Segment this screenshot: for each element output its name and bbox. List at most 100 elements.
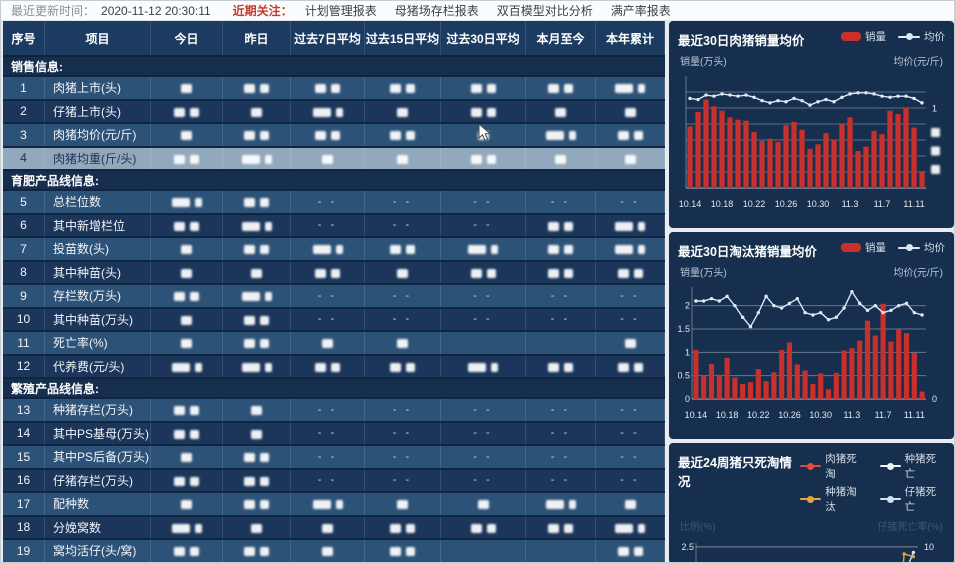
redacted-value (249, 403, 265, 417)
redacted-value (622, 336, 638, 350)
chart3-legend-pig-death[interactable]: 肉猪死淘 (800, 451, 865, 481)
redacted-value (546, 81, 576, 95)
redacted-value (179, 497, 195, 511)
value-cell (365, 540, 441, 562)
svg-text:10.14: 10.14 (685, 410, 708, 420)
redacted-value (615, 359, 645, 373)
svg-text:10: 10 (924, 542, 934, 552)
col-header-month: 本月至今 (526, 21, 596, 55)
row-label: 肉猪均价(元/斤) (45, 124, 151, 146)
svg-text:11.7: 11.7 (874, 199, 891, 209)
value-cell (596, 332, 665, 354)
topbar-link-1[interactable]: 母猪场存栏报表 (394, 4, 479, 18)
redacted-value (466, 359, 501, 373)
redacted-value (310, 242, 345, 256)
value-cell (291, 516, 365, 538)
col-header-15day: 过去15日平均 (365, 21, 441, 55)
table-row[interactable]: 1 肉猪上市(头) (3, 77, 665, 101)
topbar-link-2[interactable]: 双百模型对比分析 (496, 4, 593, 18)
redacted-value (239, 289, 274, 303)
table-row[interactable]: 15 其中PS后备(万头) - -- -- -- -- - (3, 446, 665, 470)
death-cull-chart[interactable]: 2.521.51086 (678, 535, 942, 563)
topbar-link-3[interactable]: 满产率报表 (610, 4, 671, 18)
redacted-value (615, 265, 645, 279)
value-cell (365, 77, 441, 99)
redacted-value (249, 426, 265, 440)
value-cell: - - (441, 285, 526, 307)
value-cell: - - (365, 191, 441, 213)
table-row[interactable]: 4 肉猪均重(斤/头) (3, 147, 665, 171)
redacted-value (169, 520, 204, 534)
value-cell (223, 238, 291, 260)
table-row[interactable]: 14 其中PS基母(万头) - -- -- -- -- - (3, 422, 665, 446)
value-cell: - - (441, 191, 526, 213)
table-row[interactable]: 16 仔猪存栏(万头) - -- -- -- -- - (3, 469, 665, 493)
redacted-value (475, 128, 491, 142)
table-row[interactable]: 9 存栏数(万头) - -- -- -- -- - (3, 285, 665, 309)
table-row[interactable]: 10 其中种苗(万头) - -- -- -- -- - (3, 308, 665, 332)
chart1-left-axis-label: 销量(万头) (680, 57, 727, 68)
value-cell (526, 540, 596, 562)
table-row[interactable]: 17 配种数 (3, 493, 665, 517)
table-row[interactable]: 2 仔猪上市(头) (3, 100, 665, 124)
value-cell (223, 399, 291, 421)
row-label: 总栏位数 (45, 191, 151, 213)
redacted-value (622, 497, 638, 511)
value-cell (223, 214, 291, 236)
redacted-value (172, 218, 202, 232)
value-cell (151, 469, 223, 491)
chart3-legend-breeder-cull[interactable]: 种猪淘汰 (800, 484, 865, 514)
table-row[interactable]: 6 其中新增栏位 - -- -- - (3, 214, 665, 238)
redacted-value (395, 151, 411, 165)
chart3-legend-piglet-death[interactable]: 仔猪死亡 (879, 484, 945, 514)
value-cell (151, 332, 223, 354)
table-row[interactable]: 5 总栏位数 - -- -- -- -- - (3, 191, 665, 215)
line-legend-icon (898, 244, 920, 251)
chart3-left-axis-label: 比例(%) (680, 522, 716, 533)
pig-sales-price-chart[interactable]: 1 10.14 10.18 10.22 10.26 10.30 11.3 11.7 11.11 (678, 70, 942, 210)
redacted-value (388, 359, 418, 373)
svg-text:10.26: 10.26 (775, 199, 798, 209)
chart3-legend-breeder-death[interactable]: 种猪死亡 (879, 451, 945, 481)
value-cell (596, 516, 665, 538)
table-row[interactable]: 3 肉猪均价(元/斤) (3, 124, 665, 148)
chart2-legend-price[interactable]: 均价 (898, 240, 945, 255)
value-cell (151, 100, 223, 122)
table-row[interactable]: 11 死亡率(%) (3, 332, 665, 356)
row-label: 仔猪上市(头) (45, 100, 151, 122)
value-cell (223, 540, 291, 562)
table-row[interactable]: 18 分娩窝数 (3, 516, 665, 540)
table-row[interactable]: 13 种猪存栏(万头) - -- -- -- -- - (3, 399, 665, 423)
value-cell: - - (526, 446, 596, 468)
redacted-value (543, 497, 578, 511)
table-row[interactable]: 8 其中种苗(头) (3, 261, 665, 285)
row-index: 14 (3, 422, 45, 444)
chart1-legend-sales[interactable]: 销量 (841, 29, 886, 44)
row-index: 15 (3, 446, 45, 468)
value-cell (441, 147, 526, 169)
cull-sales-price-chart[interactable]: 0 0.5 1 1.5 2 0 10.14 10.18 10.22 10.26 10.30 11.3 1… (678, 281, 942, 421)
value-cell (441, 261, 526, 283)
svg-text:2: 2 (685, 301, 690, 311)
value-cell: - - (291, 285, 365, 307)
chart1-legend-price[interactable]: 均价 (898, 29, 945, 44)
chart2-legend-sales[interactable]: 销量 (841, 240, 886, 255)
chart1-title: 最近30日肉猪销量均价 (678, 34, 805, 48)
value-cell (526, 261, 596, 283)
redacted-value (313, 128, 343, 142)
table-row[interactable]: 12 代养费(元/头) (3, 355, 665, 379)
svg-text:10.22: 10.22 (743, 199, 766, 209)
topbar-link-0[interactable]: 计划管理报表 (304, 4, 377, 18)
table-row[interactable]: 19 窝均活仔(头/窝) (3, 540, 665, 562)
redacted-value (249, 104, 265, 118)
value-cell (441, 238, 526, 260)
svg-text:1: 1 (685, 347, 690, 357)
value-cell (526, 100, 596, 122)
value-cell: - - (365, 446, 441, 468)
value-cell (596, 493, 665, 515)
table-body: 销售信息: 1 肉猪上市(头) 2 仔猪上市(头) 3 肉猪均价(元/斤) 4 肉猪均重(斤/头… (3, 57, 665, 562)
redacted-value (613, 81, 648, 95)
table-row[interactable]: 7 投苗数(头) (3, 238, 665, 262)
value-cell (596, 261, 665, 283)
value-cell (365, 332, 441, 354)
